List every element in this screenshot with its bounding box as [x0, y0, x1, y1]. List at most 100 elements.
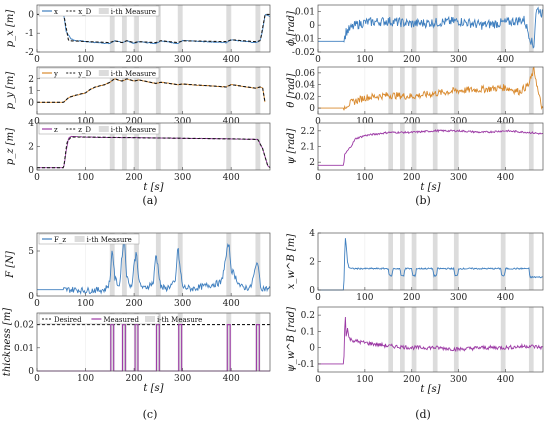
axes-frame	[317, 4, 544, 53]
legend-label: i-th Measure	[157, 316, 202, 324]
y-tick-label: 0.06	[295, 69, 315, 79]
x-tick-label: 400	[223, 374, 240, 384]
x-tick-label: 300	[174, 299, 191, 309]
series-line-theta	[318, 66, 544, 111]
x-tick-label: 300	[450, 293, 467, 303]
x-tick-label: 200	[403, 375, 420, 385]
plot-area	[318, 67, 543, 114]
panel-pz: 0 100 200 300 400 0 2 4 p_z [m] t [s] z z_D i-th Mea…	[5, 119, 271, 193]
measure-band	[400, 307, 405, 372]
x-tick-label: 0	[34, 55, 40, 65]
measure-band	[255, 313, 261, 371]
measure-band	[528, 233, 534, 290]
measure-band	[134, 313, 139, 371]
measure-band	[226, 5, 232, 52]
axes-frame	[36, 4, 271, 53]
measure-band	[411, 67, 417, 114]
measure-band	[226, 233, 232, 296]
measure-band	[226, 67, 232, 114]
measure-band	[121, 5, 127, 52]
x-tick-label: 300	[174, 117, 191, 127]
x-tick-label: 300	[174, 55, 191, 65]
caption-b: (b)	[415, 194, 431, 207]
measure-band	[500, 123, 506, 170]
x-tick-label: 100	[77, 299, 94, 309]
x-tick-label: 0	[315, 55, 321, 65]
y-axis-label: p_z [m]	[5, 128, 16, 165]
axes-frame	[317, 66, 544, 115]
plot-area	[318, 233, 543, 290]
axes-frame	[36, 232, 271, 297]
measure-band	[432, 307, 438, 372]
y-axis-label: θ [rad]	[286, 73, 297, 107]
measure-band	[177, 123, 183, 170]
measure-band	[109, 313, 115, 371]
caption-c: (c)	[143, 408, 158, 421]
legend-label: x	[54, 8, 58, 16]
legend: F_z i-th Measure	[38, 233, 140, 245]
x-tick-label: 100	[77, 117, 94, 127]
measure-band	[528, 307, 534, 372]
measure-band	[388, 233, 393, 290]
series-line-xw	[318, 238, 544, 291]
x-tick-label: 100	[77, 55, 94, 65]
y-tick-label: 0	[309, 344, 315, 354]
plot-area	[318, 5, 543, 52]
x-tick-label: 300	[450, 55, 467, 65]
axes-frame	[317, 306, 544, 373]
x-tick-label: 0	[34, 173, 40, 183]
legend-label: i-th Measure	[111, 8, 156, 16]
measure-band	[155, 67, 161, 114]
series-line-psiw	[318, 316, 544, 365]
y-axis-label: p_y [m]	[5, 72, 16, 110]
y-tick-label: 0.04	[295, 81, 315, 91]
measure-band	[134, 67, 139, 114]
y-tick-label: 2.2	[301, 127, 315, 137]
x-tick-label: 400	[497, 55, 514, 65]
y-tick-label: 0	[28, 98, 34, 108]
measure-band	[109, 67, 115, 114]
y-tick-label: 2	[309, 258, 315, 268]
y-tick-label: 0.02	[14, 321, 34, 331]
measure-band	[528, 123, 534, 170]
legend-label: y_D	[77, 70, 91, 78]
y-tick-label: 0.02	[295, 92, 315, 102]
x-tick-label: 300	[174, 173, 191, 183]
x-tick-label: 0	[315, 375, 321, 385]
y-tick-label: 2	[28, 143, 34, 153]
legend-label: y	[53, 70, 58, 78]
x-tick-label: 400	[223, 55, 240, 65]
series-line-F_z	[37, 237, 271, 296]
y-tick-label: -1	[25, 29, 34, 39]
x-tick-label: 200	[125, 299, 142, 309]
y-tick-label: 0.2	[301, 311, 315, 321]
legend-label: z_D	[78, 126, 91, 134]
measure-band	[500, 5, 506, 52]
measure-band	[400, 5, 405, 52]
measure-band	[155, 5, 161, 52]
y-tick-label: 0.01	[295, 8, 315, 18]
x-tick-label: 100	[356, 55, 373, 65]
x-tick-label: 100	[77, 173, 94, 183]
legend-label: i-th Measure	[111, 126, 156, 134]
measure-band	[121, 67, 127, 114]
x-tick-label: 100	[77, 374, 94, 384]
y-tick-label: 0.01	[14, 344, 34, 354]
panel-psi: 0 100 200 300 400 2.2 2.1 2 ψ [rad] t [s]	[286, 122, 544, 193]
measure-band	[155, 123, 161, 170]
x-tick-label: 400	[497, 117, 514, 127]
legend-box	[38, 233, 140, 245]
legend-swatch-band	[98, 8, 109, 14]
series-line-x_D	[37, 13, 270, 44]
x-tick-label: 200	[125, 55, 142, 65]
axes-frame	[36, 312, 271, 372]
y-axis-label: x_w^B [m]	[286, 234, 297, 289]
caption-d: (d)	[415, 408, 431, 421]
measure-band	[500, 307, 506, 372]
measure-band	[453, 5, 459, 52]
x-tick-label: 200	[403, 55, 420, 65]
measure-band	[255, 5, 261, 52]
measure-band	[528, 67, 534, 114]
